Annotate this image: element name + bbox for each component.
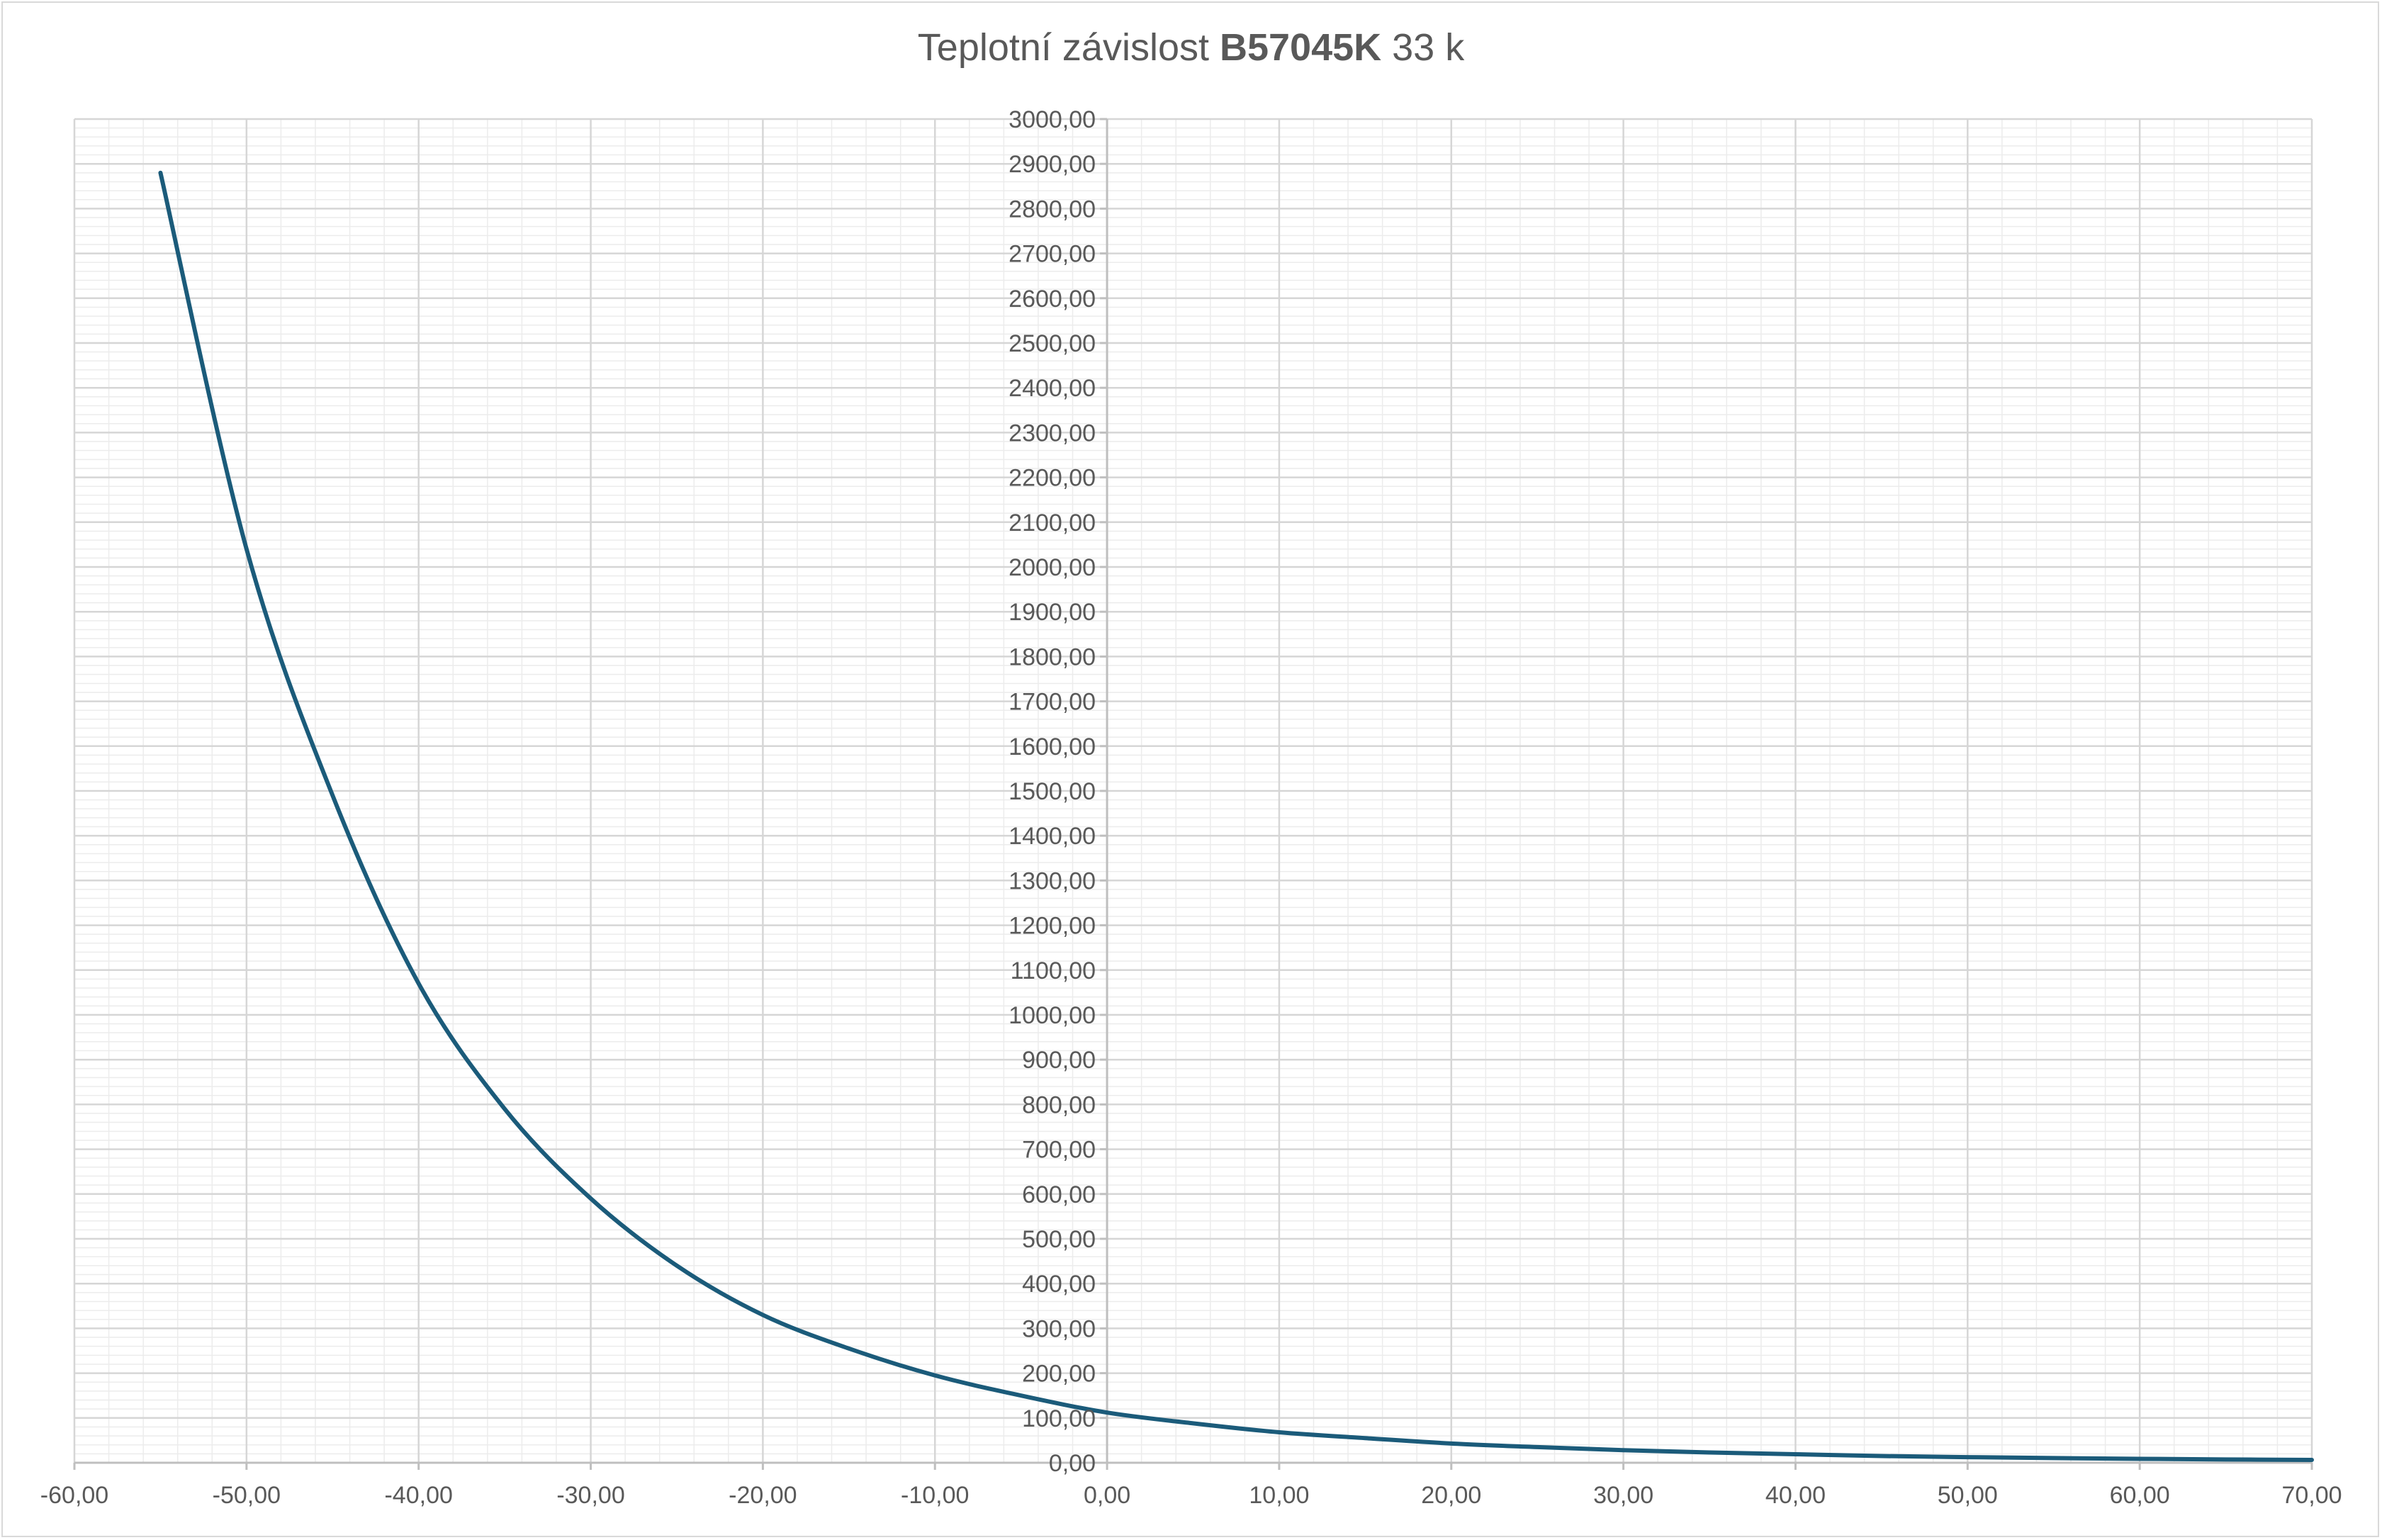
x-tick-label: 60,00 [2110, 1482, 2170, 1509]
y-tick-label: 800,00 [1022, 1091, 1096, 1118]
major-grid [73, 118, 2313, 1464]
x-tick-label: 30,00 [1593, 1482, 1653, 1509]
series-line [158, 170, 2314, 1463]
x-tick-label: -20,00 [729, 1482, 797, 1509]
y-tick-labels: 0,00 100,00 200,00 300,00 400,00 500,00 600,00… [1009, 106, 1096, 1477]
y-tick-label: 2100,00 [1009, 510, 1096, 536]
y-tick-label: 2600,00 [1009, 286, 1096, 313]
chart-title: Teplotní závislost B57045K 33 k [0, 26, 2382, 69]
y-tick-label: 700,00 [1022, 1137, 1096, 1164]
y-tick-label: 2500,00 [1009, 330, 1096, 357]
y-tick-label: 2300,00 [1009, 420, 1096, 446]
y-tick-label: 2000,00 [1009, 554, 1096, 581]
chart-title-prefix: Teplotní závislost [917, 26, 1220, 69]
x-tick-label: 20,00 [1421, 1482, 1481, 1509]
chart-title-model: B57045K [1219, 26, 1382, 69]
y-tick-label: 500,00 [1022, 1226, 1096, 1253]
x-tick-label: 50,00 [1938, 1482, 1998, 1509]
y-tick-label: 300,00 [1022, 1315, 1096, 1342]
x-tick-label: -40,00 [384, 1482, 452, 1509]
y-tick-label: 2700,00 [1009, 241, 1096, 268]
y-tick-label: 1000,00 [1009, 1002, 1096, 1029]
y-tick-label: 900,00 [1022, 1047, 1096, 1074]
x-tick-label: -30,00 [556, 1482, 624, 1509]
y-tick-label: 200,00 [1022, 1361, 1096, 1388]
y-tick-label: 1600,00 [1009, 734, 1096, 760]
y-tick-label: 2200,00 [1009, 465, 1096, 492]
x-tick-label: -60,00 [40, 1482, 108, 1509]
y-tick-label: 1200,00 [1009, 913, 1096, 940]
series-group [158, 170, 2314, 1463]
y-tick-label: 2400,00 [1009, 375, 1096, 402]
axes [73, 118, 2313, 1470]
y-tick-label: 1900,00 [1009, 599, 1096, 626]
y-tick-label: 100,00 [1022, 1405, 1096, 1432]
y-tick-label: 1100,00 [1011, 957, 1096, 984]
x-tick-label: 0,00 [1084, 1482, 1130, 1509]
x-tick-labels: -60,00 -50,00 -40,00 -30,00 -20,00 -10,00 0,00… [40, 1482, 2342, 1509]
x-tick-label: 10,00 [1249, 1482, 1309, 1509]
y-tick-label: 1500,00 [1009, 778, 1096, 805]
y-tick-label: 400,00 [1022, 1271, 1096, 1298]
y-tick-label: 2800,00 [1009, 196, 1096, 223]
y-tick-label: 1700,00 [1009, 689, 1096, 716]
x-tick-label: 40,00 [1765, 1482, 1826, 1509]
y-tick-label: 1800,00 [1009, 643, 1096, 670]
y-tick-label: 3000,00 [1009, 106, 1096, 133]
y-tick-label: 1300,00 [1009, 867, 1096, 894]
y-tick-label: 0,00 [1049, 1450, 1096, 1477]
x-tick-label: 70,00 [2281, 1482, 2342, 1509]
chart-title-suffix: 33 k [1381, 26, 1465, 69]
y-tick-label: 600,00 [1022, 1181, 1096, 1208]
y-tick-label: 1400,00 [1009, 823, 1096, 850]
x-tick-label: -10,00 [901, 1482, 969, 1509]
x-tick-label: -50,00 [213, 1482, 281, 1509]
y-tick-label: 2900,00 [1009, 151, 1096, 178]
